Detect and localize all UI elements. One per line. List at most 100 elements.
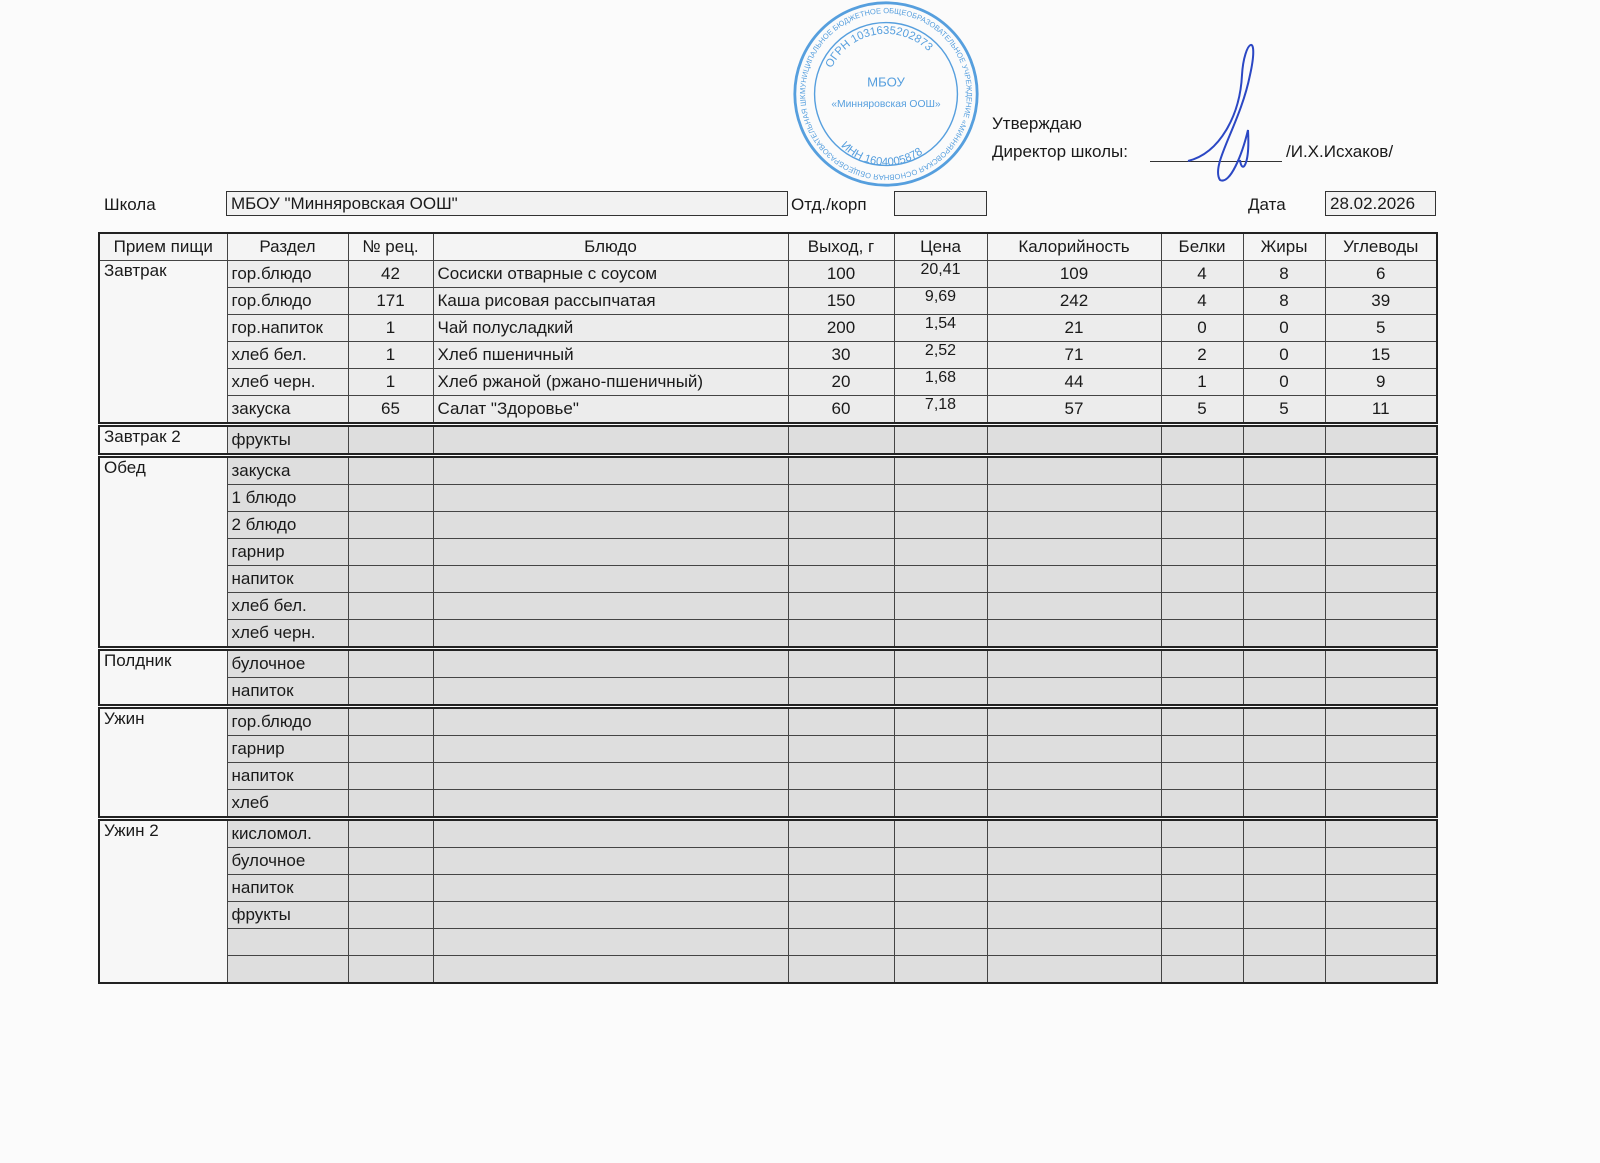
cell-dish [432,818,789,848]
cell-section: хлеб черн. [226,619,349,649]
cell-protein [1160,511,1244,539]
cell-protein [1160,538,1244,566]
cell-kcal [986,538,1162,566]
table-row: хлеб [99,789,1438,819]
cell-carbs: 5 [1324,314,1438,342]
cell-carbs [1324,424,1438,456]
column-header-yield: Выход, г [787,232,895,261]
cell-dish [432,789,789,819]
table-row: гор.напиток 1 Чай полусладкий 200 1,54 21 0 0 5 [99,314,1438,342]
cell-yield [787,847,895,875]
cell-price [893,847,988,875]
cell-section: напиток [226,874,349,902]
svg-text:«Минняровская ООШ»: «Минняровская ООШ» [831,99,941,110]
table-row: закуска 65 Салат "Здоровье" 60 7,18 57 5 5 11 [99,395,1438,425]
cell-recipe [347,735,434,763]
cell-protein [1160,818,1244,848]
cell-carbs [1324,592,1438,620]
cell-carbs [1324,619,1438,649]
cell-carbs [1324,565,1438,593]
cell-dish [432,565,789,593]
meal-name: Завтрак 2 [98,424,228,456]
director-name: /И.Х.Исхаков/ [1286,142,1394,161]
cell-fat [1242,762,1326,790]
svg-text:ИНН 1604005878: ИНН 1604005878 [839,139,925,168]
cell-yield: 100 [787,260,895,288]
cell-recipe [347,484,434,512]
cell-protein [1160,619,1244,649]
cell-price [893,648,988,678]
cell-dish: Хлеб ржаной (ржано-пшеничный) [432,368,789,396]
table-row: фрукты [99,901,1438,929]
cell-kcal [986,847,1162,875]
cell-price [893,735,988,763]
cell-price [893,592,988,620]
cell-recipe: 65 [347,395,434,425]
cell-protein [1160,455,1244,485]
meal-group: Завтрак 2 фрукты [98,424,1438,456]
cell-yield [787,735,895,763]
table-row: хлеб черн. [99,619,1438,649]
cell-yield [787,484,895,512]
cell-section: хлеб бел. [226,592,349,620]
meal-group: Завтрак гор.блюдо 42 Сосиски отварные с соу… [98,260,1438,425]
table-row: напиток [99,874,1438,902]
cell-dish [432,484,789,512]
cell-protein [1160,735,1244,763]
cell-price: 9,69 [893,287,988,315]
table-row: гарнир [99,538,1438,566]
cell-protein: 4 [1160,287,1244,315]
cell-kcal [986,818,1162,848]
cell-recipe [347,538,434,566]
cell-kcal [986,735,1162,763]
signature-line [1150,161,1282,162]
cell-kcal [986,592,1162,620]
cell-carbs [1324,955,1438,984]
cell-dish: Салат "Здоровье" [432,395,789,425]
cell-protein: 0 [1160,314,1244,342]
cell-kcal [986,677,1162,707]
cell-kcal [986,511,1162,539]
table-row: хлеб черн. 1 Хлеб ржаной (ржано-пшеничный)… [99,368,1438,396]
cell-kcal [986,901,1162,929]
cell-kcal [986,484,1162,512]
cell-fat [1242,789,1326,819]
meal-group: Полдник булочное напиток [98,648,1438,707]
cell-protein [1160,565,1244,593]
cell-recipe [347,901,434,929]
cell-price: 1,68 [893,368,988,396]
cell-kcal [986,565,1162,593]
cell-price [893,455,988,485]
table-row: напиток [99,677,1438,707]
date-label: Дата [1248,195,1286,214]
cell-section: хлеб [226,789,349,819]
cell-protein: 1 [1160,368,1244,396]
cell-protein [1160,648,1244,678]
cell-price [893,928,988,956]
cell-recipe [347,455,434,485]
cell-recipe [347,619,434,649]
table-row: Завтрак гор.блюдо 42 Сосиски отварные с соу… [98,260,1438,425]
cell-yield [787,818,895,848]
cell-yield [787,928,895,956]
meal-group: Обед закуска 1 блюдо 2 блюдо гарнир напиток хл… [98,455,1438,649]
cell-price [893,818,988,848]
cell-protein [1160,706,1244,736]
column-header-price: Цена [893,232,988,261]
cell-dish [432,735,789,763]
cell-section: фрукты [226,901,349,929]
cell-price [893,484,988,512]
cell-dish [432,762,789,790]
cell-section: 1 блюдо [226,484,349,512]
cell-protein [1160,928,1244,956]
cell-recipe: 171 [347,287,434,315]
director-label: Директор школы: [992,142,1128,161]
cell-section: закуска [226,455,349,485]
cell-kcal [986,619,1162,649]
cell-carbs [1324,648,1438,678]
cell-yield [787,789,895,819]
cell-protein: 4 [1160,260,1244,288]
meal-name: Завтрак [98,260,228,425]
table-row: Ужин 2 кисломол. [98,818,1438,984]
cell-section: фрукты [226,424,349,456]
